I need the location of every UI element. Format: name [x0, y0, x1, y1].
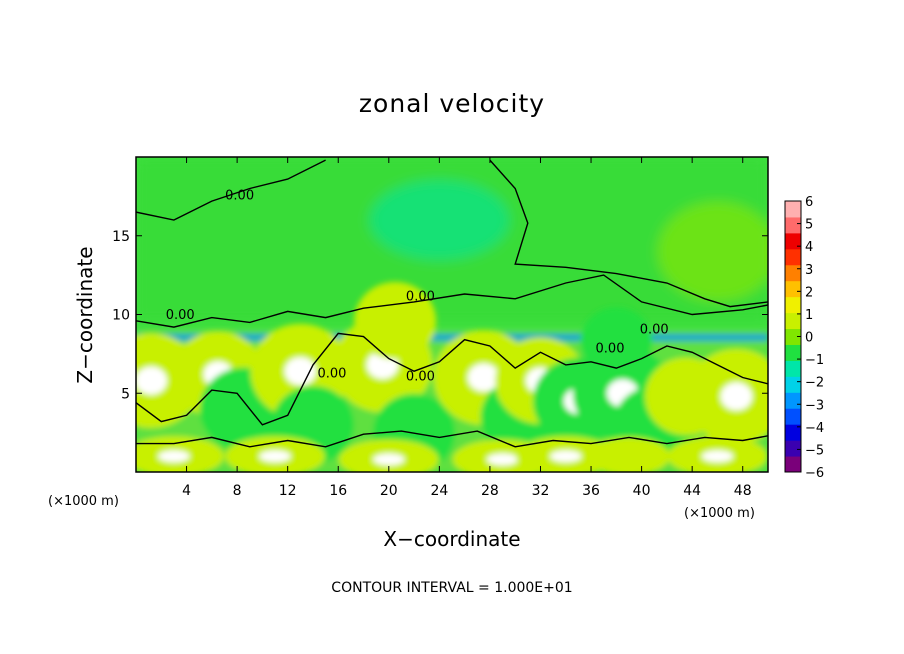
x-tick-label: 48: [734, 483, 752, 499]
x-tick-label: 28: [481, 483, 499, 499]
colorbar-swatch: [785, 360, 801, 377]
x-tick-label: 8: [233, 483, 242, 499]
positive-cell: [588, 437, 670, 472]
x-axis-unit-left: (×1000 m): [48, 494, 119, 509]
colorbar-swatch: [785, 392, 801, 409]
colorbar-swatch: [785, 296, 801, 314]
x-tick-label: 36: [582, 483, 600, 499]
x-axis-ticks: 4 8 12 16 20 24 28 32 36 40 44 48: [182, 157, 752, 499]
contour-label: 0.00: [225, 189, 254, 204]
plot-area: [136, 157, 768, 472]
colorbar-tick-label: 5: [805, 218, 813, 233]
colorbar-swatch: [785, 248, 801, 266]
colorbar-swatch: [785, 456, 801, 473]
y-axis-ticks: 5 10 15: [112, 229, 768, 402]
y-tick-label: 15: [112, 229, 130, 245]
colorbar-tick-label: −3: [805, 398, 824, 413]
shear-band: [136, 333, 768, 342]
zero-contours: [136, 159, 768, 448]
colorbar-swatch: [785, 216, 801, 234]
colorbar-swatch: [785, 232, 801, 250]
x-axis-unit-right: (×1000 m): [684, 506, 755, 521]
lower-layer: [136, 281, 768, 472]
y-tick-label: 10: [112, 308, 130, 324]
zero-contour-line: [489, 159, 768, 308]
colorbar-tick-label: 0: [805, 331, 813, 346]
positive-cell: [338, 439, 439, 472]
x-tick-label: 40: [633, 483, 651, 499]
colorbar-swatch: [785, 424, 801, 441]
positive-cell: [515, 436, 616, 472]
x-tick-label: 32: [532, 483, 550, 499]
upper-yellow-green-patch: [657, 201, 768, 302]
colorbar-tick-label: −4: [805, 421, 824, 436]
colorbar-tick-label: 4: [805, 240, 813, 255]
colorbar-swatch: [785, 280, 801, 298]
colorbar: 6 5 4 3 2 1 0 −1 −2 −3 −4 −5 −6: [784, 195, 824, 481]
x-tick-label: 12: [279, 483, 297, 499]
contour-labels: 0.00 0.00 0.00 0.00 0.00 0.00 0.00: [166, 189, 669, 385]
contour-label: 0.00: [596, 341, 625, 356]
contour-label: 0.00: [166, 308, 195, 323]
upper-cyan-patch: [369, 180, 510, 260]
colorbar-tick-label: −2: [805, 376, 824, 391]
x-tick-label: 44: [683, 483, 701, 499]
velocity-field: [136, 157, 768, 472]
contour-label: 0.00: [640, 322, 669, 337]
x-tick-label: 24: [430, 483, 448, 499]
chart-title: zonal velocity: [359, 89, 545, 118]
contour-label: 0.00: [406, 289, 435, 304]
zero-contour-line: [136, 332, 768, 426]
contour-label: 0.00: [406, 370, 435, 385]
x-axis-label: X−coordinate: [383, 527, 520, 551]
negative-cell: [580, 307, 653, 376]
positive-cell: [354, 281, 436, 360]
colorbar-tick-label: −5: [805, 443, 824, 458]
positive-cell: [667, 436, 768, 472]
colorbar-swatch: [785, 328, 801, 345]
colorbar-swatch: [785, 312, 801, 330]
colorbar-tick-label: 3: [805, 263, 813, 278]
colorbar-tick-label: 6: [805, 195, 813, 210]
positive-cell: [686, 349, 768, 444]
colorbar-tick-label: 1: [805, 308, 813, 323]
x-tick-label: 20: [380, 483, 398, 499]
positive-cell: [136, 436, 224, 472]
x-tick-label: 4: [182, 483, 191, 499]
y-axis-label: Z−coordinate: [73, 246, 97, 383]
colorbar-swatch: [785, 408, 801, 425]
colorbar-tick-label: −1: [805, 353, 824, 368]
zero-contour-line: [136, 274, 768, 328]
colorbar-swatch: [785, 440, 801, 457]
colorbar-tick-label: −6: [805, 466, 824, 481]
colorbar-swatch: [785, 201, 801, 218]
colorbar-tick-label: 2: [805, 285, 813, 300]
colorbar-swatch: [785, 264, 801, 282]
colorbar-swatch: [785, 376, 801, 393]
zero-contour-line: [136, 430, 768, 448]
colorbar-swatch: [785, 344, 801, 361]
x-tick-label: 16: [329, 483, 347, 499]
upper-layer: [136, 157, 768, 323]
zero-contour-line: [136, 159, 326, 221]
contour-interval-footer: CONTOUR INTERVAL = 1.000E+01: [331, 580, 572, 596]
y-tick-label: 5: [121, 386, 130, 402]
contour-label: 0.00: [317, 367, 346, 382]
